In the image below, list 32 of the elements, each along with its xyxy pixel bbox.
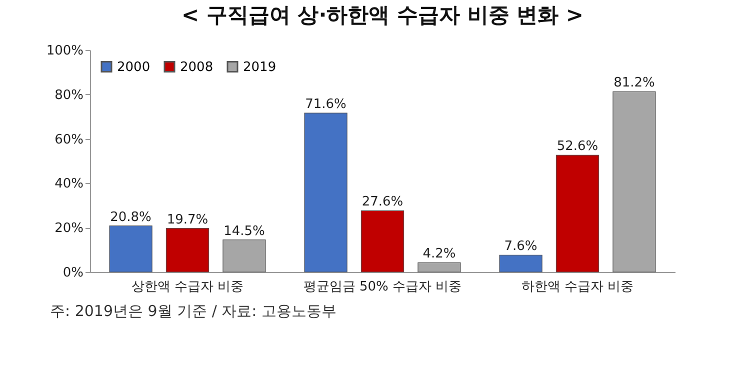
bar xyxy=(612,91,656,272)
y-tick-label: 40% xyxy=(54,176,84,192)
y-tick-label: 60% xyxy=(54,132,84,148)
y-tick-label: 80% xyxy=(54,88,84,103)
bar xyxy=(304,112,348,272)
bar xyxy=(222,240,266,272)
text: 주: 2019년은 9월 기준 / 자료: 고용노동부 xyxy=(50,302,338,321)
chart-title: < 구직급여 상·하한액 수급자 비중 변화 > xyxy=(181,3,584,27)
x-tick-label: 하한액 수급자 비중 xyxy=(521,280,634,294)
legend-label: 2000 xyxy=(117,60,150,75)
bar xyxy=(166,228,210,272)
x-tick-label: 상한액 수급자 비중 xyxy=(131,280,244,294)
data-label: 20.8% xyxy=(110,210,152,225)
bar xyxy=(418,262,461,272)
bar xyxy=(109,226,152,272)
x-tick-label: 평균임금 50% 수급자 비중 xyxy=(303,280,462,294)
bar xyxy=(499,254,542,272)
data-label: 52.6% xyxy=(556,139,598,154)
data-label: 4.2% xyxy=(422,246,456,262)
bar xyxy=(556,154,600,272)
y-tick-label: 100% xyxy=(46,44,84,58)
y-tick-label: 20% xyxy=(54,221,84,236)
legend-label: 2008 xyxy=(180,60,214,75)
data-label: 27.6% xyxy=(362,194,404,210)
data-label: 71.6% xyxy=(305,97,346,112)
data-label: 14.5% xyxy=(224,224,265,239)
legend-label: 2019 xyxy=(243,60,276,75)
data-label: 81.2% xyxy=(614,76,655,91)
data-label: 7.6% xyxy=(504,239,538,254)
data-label: 19.7% xyxy=(166,212,208,228)
y-tick-label: 0% xyxy=(62,266,84,280)
bar xyxy=(360,210,404,272)
